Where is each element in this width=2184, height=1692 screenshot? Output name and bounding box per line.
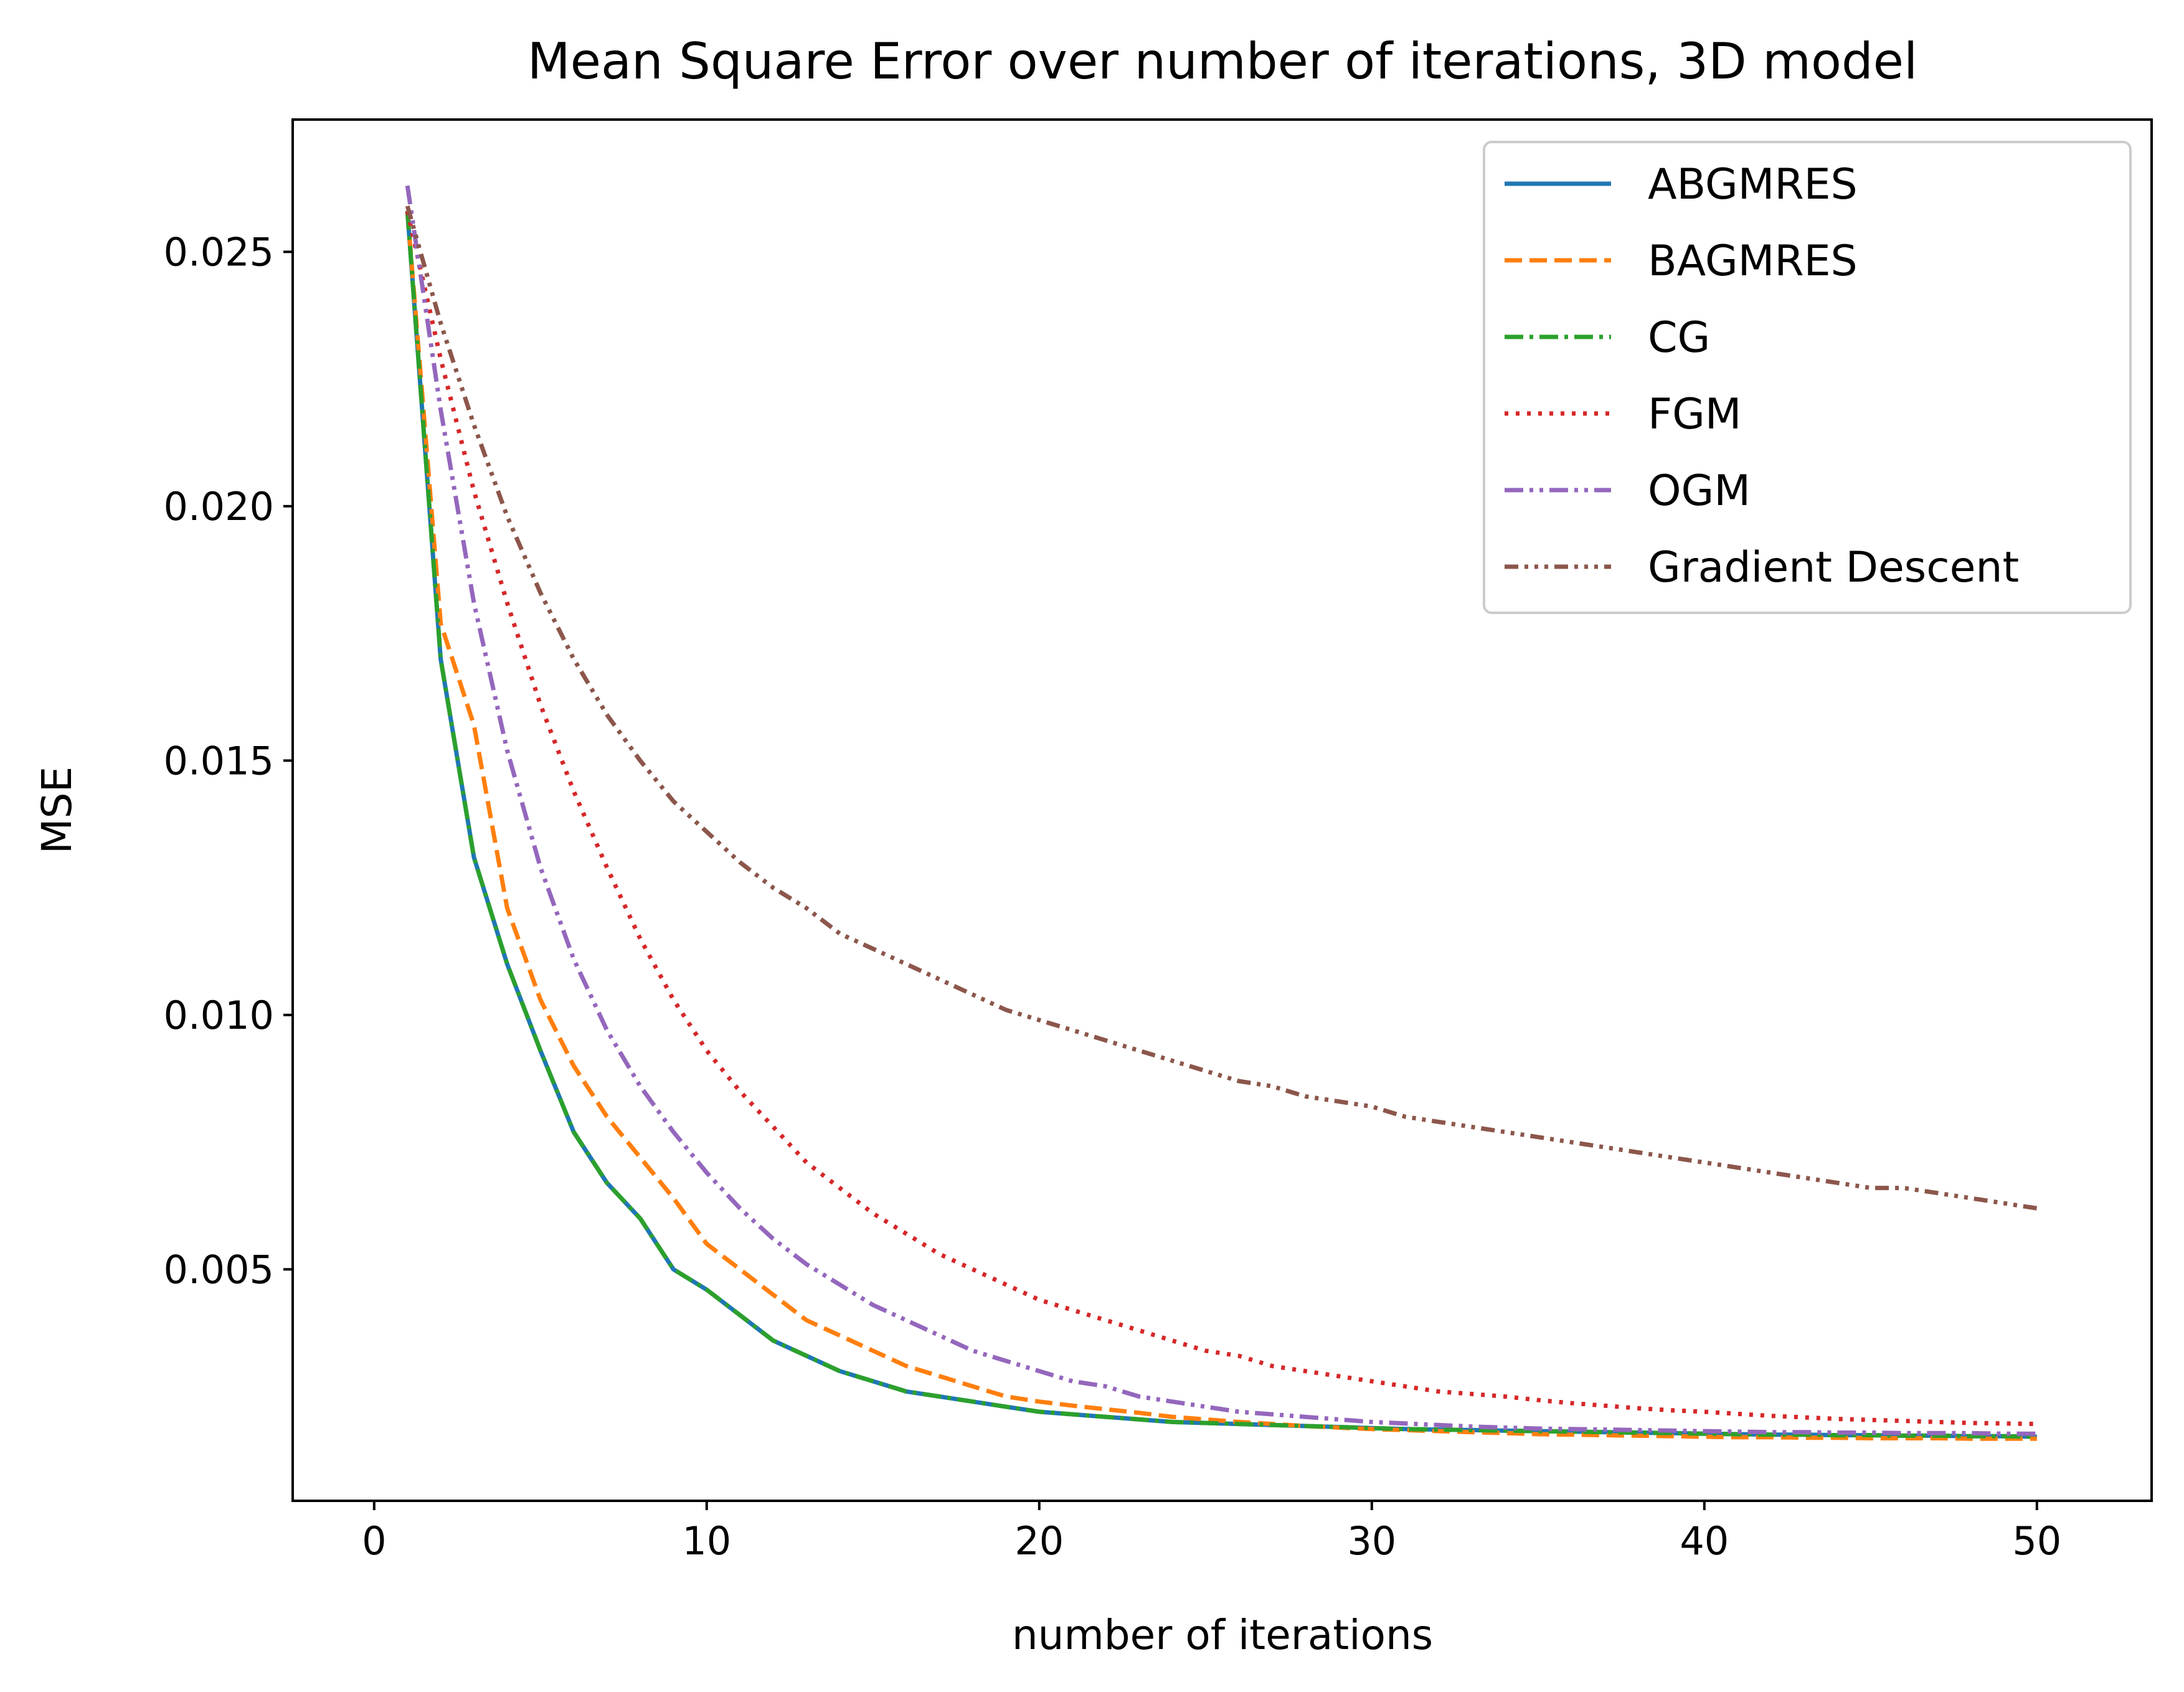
y-tick-label: 0.015 — [164, 738, 275, 783]
y-tick-label: 0.020 — [164, 484, 275, 529]
plot-area — [405, 185, 2038, 1441]
axes-frame — [291, 118, 2153, 1502]
x-tick-label: 30 — [1347, 1518, 1396, 1564]
chart-title: Mean Square Error over number of iterati… — [527, 32, 1917, 90]
y-axis-label: MSE — [33, 767, 81, 854]
x-tick-label: 40 — [1680, 1518, 1729, 1564]
y-tick-label: 0.025 — [164, 229, 275, 275]
series-line-bagmres — [405, 210, 2037, 1441]
axis-ticks: 0 10 20 30 40 50 0.005 0.010 0.015 0.020 0.025 — [164, 229, 2062, 1564]
legend: ABGMRES BAGMRES CG FGM OGM Gradient Descent — [1483, 141, 2132, 614]
legend-label-cg: CG — [1648, 313, 1710, 362]
x-tick-label: 50 — [2012, 1518, 2061, 1564]
legend-frame — [1483, 141, 2132, 614]
legend-label-fgm: FGM — [1648, 390, 1741, 439]
y-tick-label: 0.005 — [164, 1247, 275, 1292]
x-tick-label: 0 — [362, 1518, 386, 1564]
legend-label-gradient-descent: Gradient Descent — [1648, 543, 2019, 592]
x-tick-label: 10 — [682, 1518, 731, 1564]
x-axis-label: number of iterations — [1012, 1611, 1433, 1659]
x-tick-label: 20 — [1014, 1518, 1064, 1564]
y-tick-label: 0.010 — [164, 993, 275, 1038]
legend-label-abgmres: ABGMRES — [1648, 160, 1858, 209]
series-line-cg — [405, 210, 2037, 1439]
series-line-ogm — [405, 185, 2037, 1436]
legend-label-bagmres: BAGMRES — [1648, 237, 1858, 286]
legend-label-ogm: OGM — [1648, 466, 1751, 516]
